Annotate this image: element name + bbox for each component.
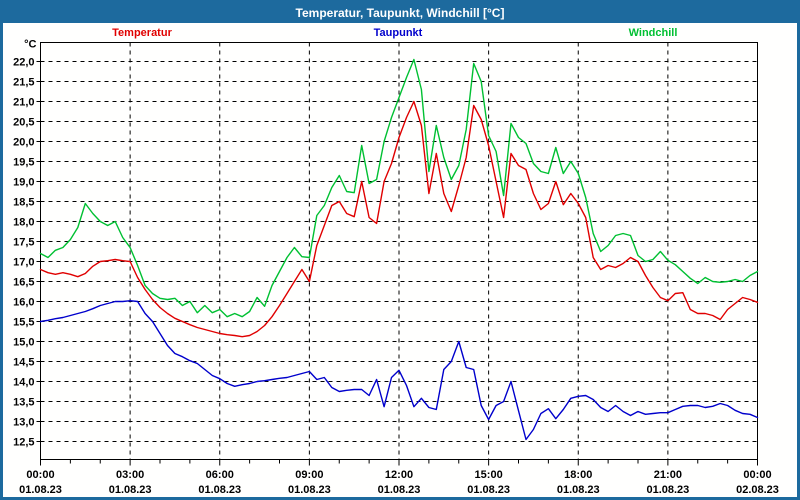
- y-axis-label: 14,5: [13, 357, 34, 369]
- legend-windchill: Windchill: [628, 27, 678, 39]
- x-axis-time-label: 09:00: [295, 469, 323, 481]
- x-axis-date-label: 02.08.23: [736, 484, 779, 496]
- y-axis-label: 16,5: [13, 277, 34, 289]
- y-axis-label: 22,0: [13, 57, 34, 69]
- x-axis-time-label: 03:00: [116, 469, 144, 481]
- y-axis-label: 19,0: [13, 177, 34, 189]
- x-axis-date-label: 01.08.23: [19, 484, 62, 496]
- y-axis-label: 20,5: [13, 117, 34, 129]
- y-axis-label: 17,0: [13, 257, 34, 269]
- y-axis-label: 13,0: [13, 417, 34, 429]
- x-axis-date-label: 01.08.23: [288, 484, 331, 496]
- y-axis-unit: °C: [24, 39, 36, 51]
- x-axis-date-label: 01.08.23: [557, 484, 600, 496]
- legend-taupunkt: Taupunkt: [373, 27, 423, 39]
- y-axis-label: 20,0: [13, 137, 34, 149]
- y-axis-label: 12,5: [13, 437, 34, 449]
- x-axis-time-label: 21:00: [654, 469, 682, 481]
- y-axis-label: 15,5: [13, 317, 34, 329]
- x-axis-date-label: 01.08.23: [378, 484, 421, 496]
- y-axis-label: 19,5: [13, 157, 34, 169]
- x-axis-time-label: 00:00: [26, 469, 54, 481]
- x-axis-time-label: 18:00: [564, 469, 592, 481]
- y-axis-label: 18,5: [13, 197, 34, 209]
- x-axis-date-label: 01.08.23: [198, 484, 241, 496]
- series-line-taupunkt: [39, 300, 759, 441]
- legend-temperatur: Temperatur: [112, 27, 172, 39]
- x-axis-time-label: 06:00: [206, 469, 234, 481]
- x-axis-time-label: 12:00: [385, 469, 413, 481]
- x-axis-date-label: 01.08.23: [467, 484, 510, 496]
- x-axis-date-label: 01.08.23: [109, 484, 152, 496]
- x-axis-date-label: 01.08.23: [646, 484, 689, 496]
- y-axis-label: 21,5: [13, 77, 34, 89]
- x-axis-time-label: 00:00: [743, 469, 771, 481]
- y-axis-label: 14,0: [13, 377, 34, 389]
- y-axis-label: 16,0: [13, 297, 34, 309]
- y-axis-label: 15,0: [13, 337, 34, 349]
- series-line-temperatur: [39, 100, 759, 338]
- y-axis-label: 21,0: [13, 97, 34, 109]
- x-axis-time-label: 15:00: [475, 469, 503, 481]
- y-axis-label: 18,0: [13, 217, 34, 229]
- window-title: Temperatur, Taupunkt, Windchill [°C]: [3, 3, 797, 23]
- series-line-windchill: [39, 58, 759, 318]
- y-axis-label: 13,5: [13, 397, 34, 409]
- y-axis-label: 17,5: [13, 237, 34, 249]
